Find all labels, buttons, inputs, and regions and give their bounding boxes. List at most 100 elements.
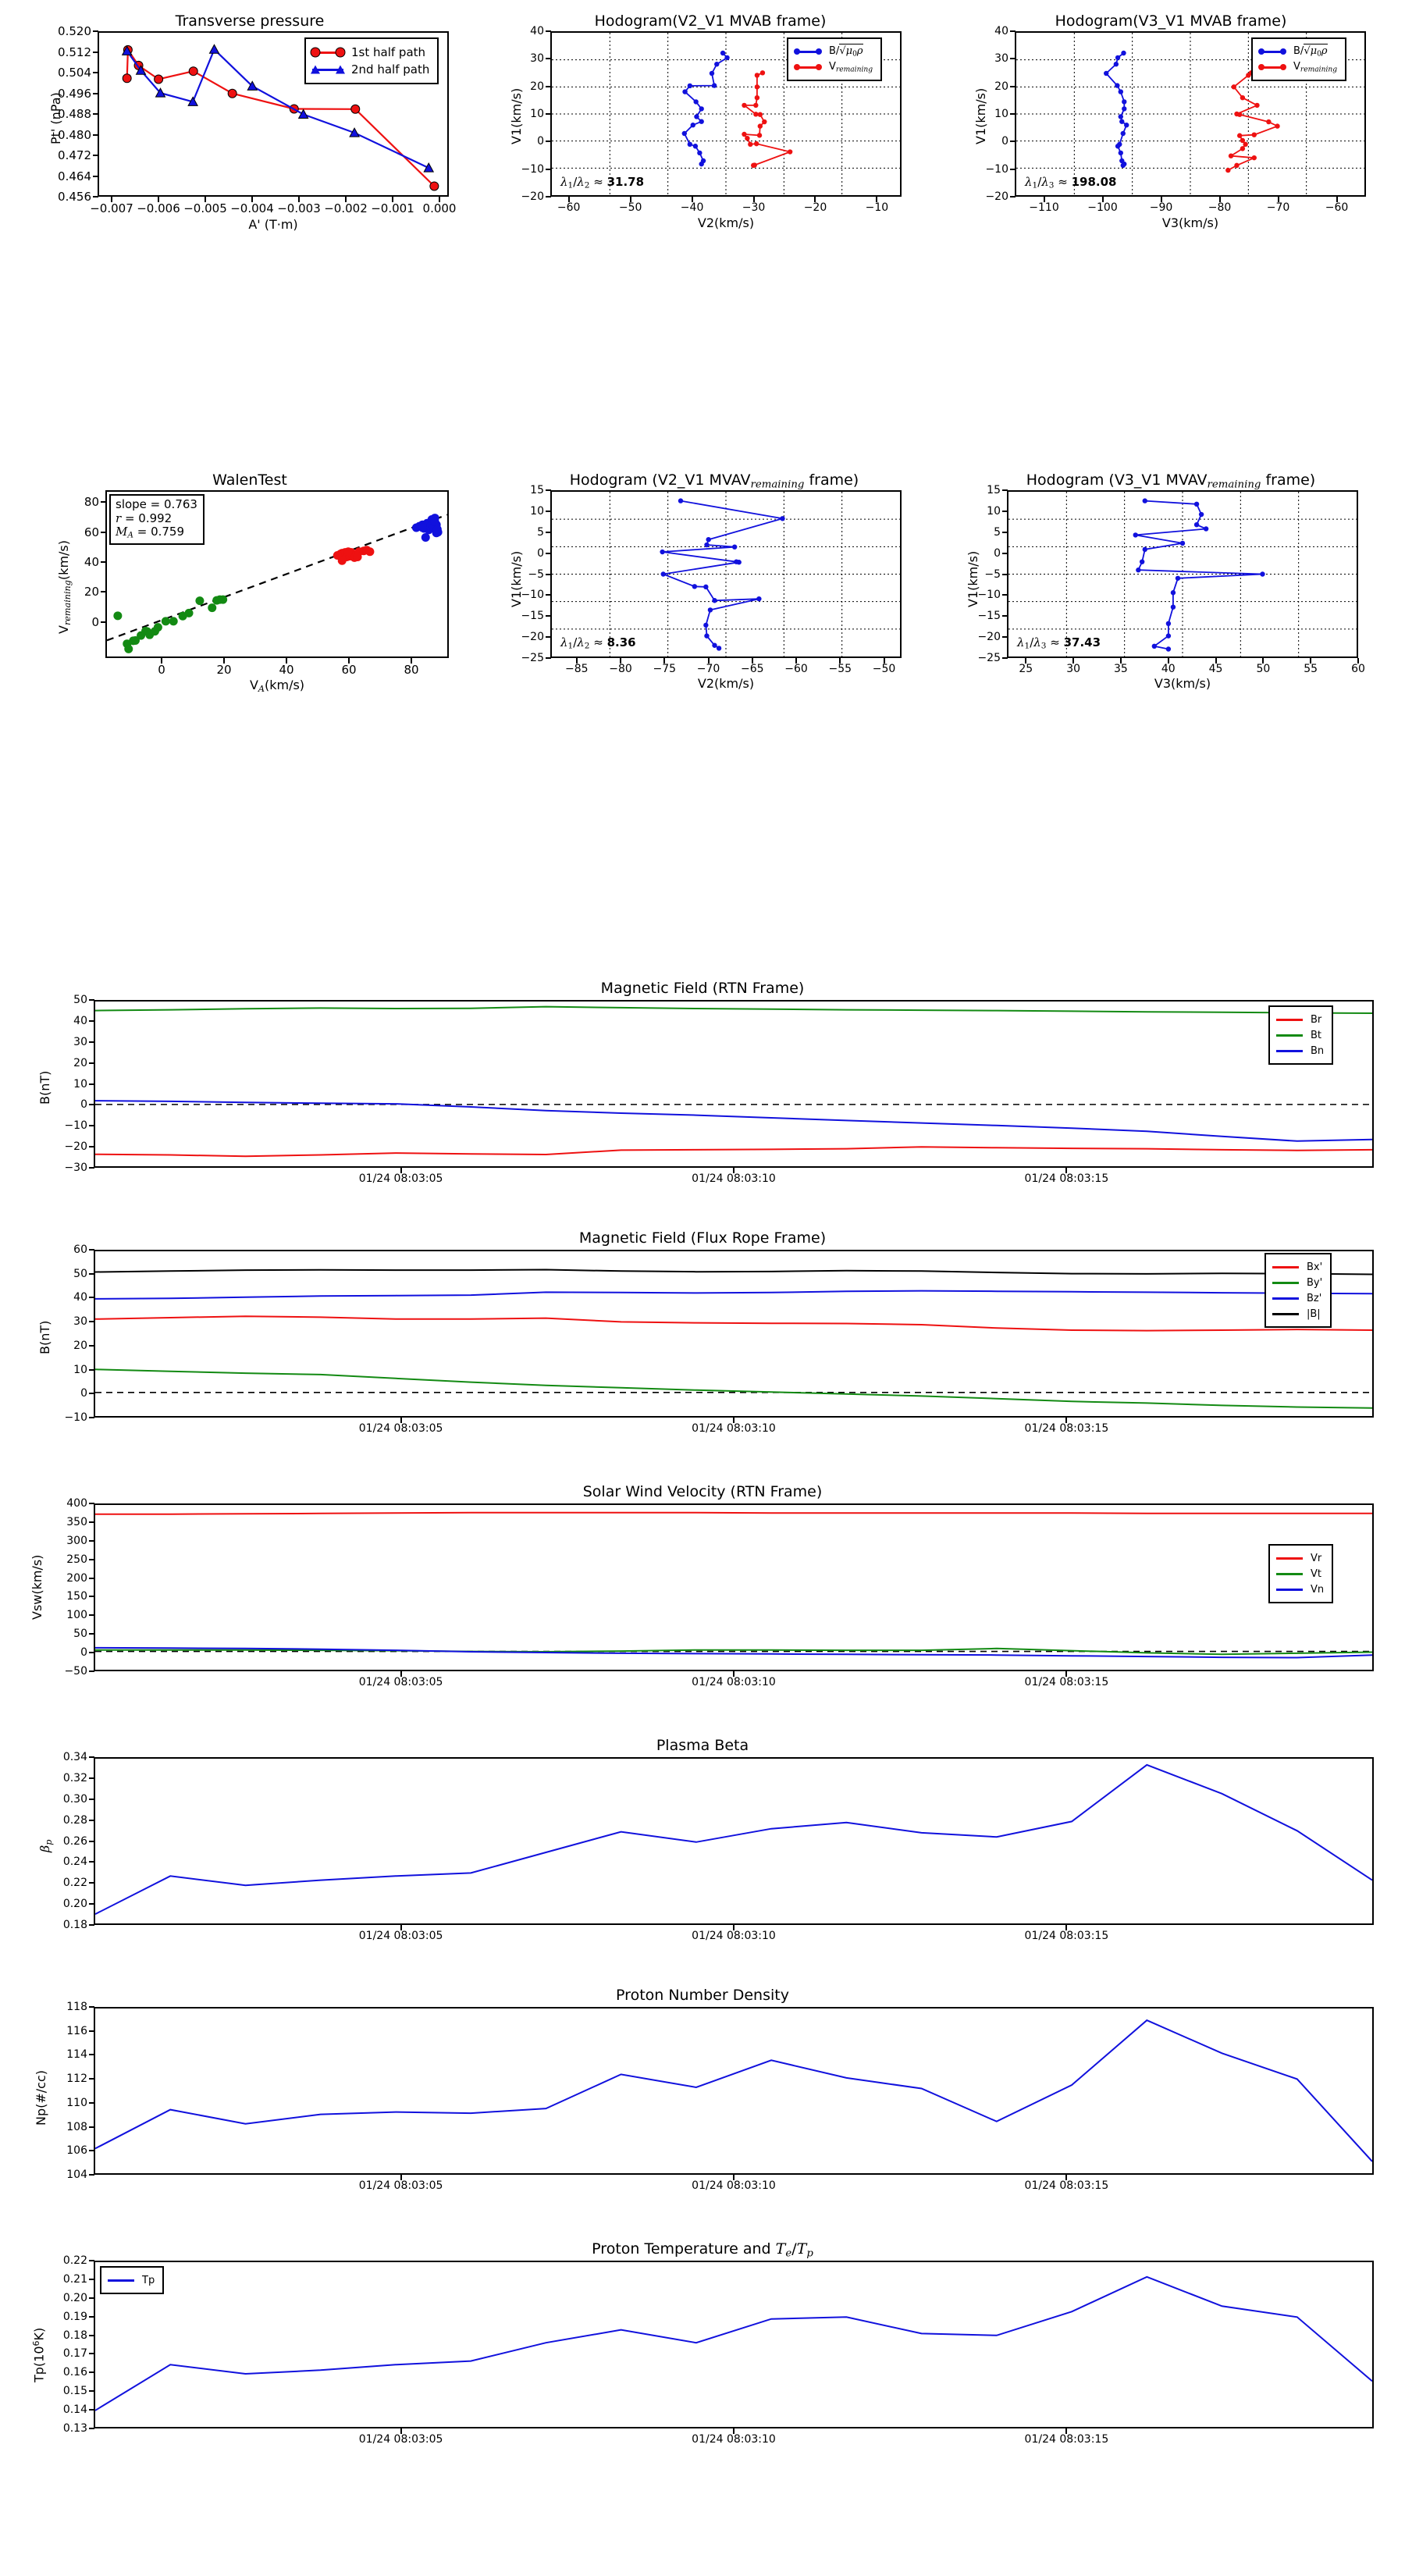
y-tick-label: 0.20: [62, 1898, 87, 1911]
y-tick-label: 30: [73, 1035, 87, 1048]
x-tick-label: 60: [341, 663, 357, 677]
x-tick-label: −50: [618, 201, 642, 214]
x-tick-label: −70: [696, 663, 720, 675]
y-tick-label: −20: [985, 190, 1008, 203]
y-tick-mark: [89, 2409, 94, 2411]
y-tick-mark: [89, 1756, 94, 1758]
x-tick-label: 80: [404, 663, 419, 677]
legend-item: B/√μ0ρ: [794, 43, 873, 59]
legend-item: Bt: [1276, 1027, 1324, 1043]
x-tick-label: 01/24 08:03:15: [1024, 1676, 1109, 1688]
y-tick-label: 100: [66, 1609, 87, 1622]
x-tick-mark: [1072, 658, 1075, 664]
x-tick-mark: [400, 2428, 402, 2434]
x-tick-label: −0.006: [137, 201, 180, 215]
legend-swatch-alfven: [1258, 48, 1286, 55]
legend-label-alfven: B/√μ0ρ: [1293, 43, 1328, 59]
panel-title: Hodogram(V2_V1 MVAB frame): [594, 12, 827, 30]
y-tick-mark: [1002, 489, 1008, 491]
x-tick-mark: [1119, 658, 1122, 664]
x-tick-mark: [691, 197, 693, 202]
x-tick-mark: [439, 197, 440, 202]
y-tick-mark: [101, 561, 106, 564]
legend-swatch-vremaining: [1258, 64, 1286, 70]
y-tick-label: 30: [530, 52, 544, 66]
legend: B/√μ0ρ Vremaining: [1251, 37, 1347, 81]
y-tick-label: 20: [84, 585, 99, 600]
y-tick-label: −15: [977, 610, 1001, 623]
eigenvalue-ratio-value: 198.08: [1071, 175, 1117, 189]
x-tick-mark: [629, 197, 631, 202]
y-tick-label: −10: [64, 1411, 87, 1424]
x-tick-label: −0.002: [324, 201, 368, 215]
x-tick-label: 01/24 08:03:05: [358, 1172, 443, 1185]
legend-swatch-vr: [1276, 1557, 1303, 1560]
plot-area: [94, 1503, 1374, 1671]
x-tick-mark: [1065, 2428, 1068, 2434]
y-tick-mark: [1002, 615, 1008, 617]
x-tick-label: 40: [1161, 663, 1176, 675]
plot-area: [94, 1250, 1374, 1418]
x-tick-mark: [1277, 197, 1279, 202]
y-tick-mark: [89, 1558, 94, 1560]
x-tick-label: −60: [557, 201, 581, 214]
x-tick-mark: [1101, 197, 1104, 202]
x-tick-mark: [814, 197, 816, 202]
y-tick-mark: [89, 1596, 94, 1598]
legend: Br Bt Bn: [1268, 1005, 1334, 1065]
y-tick-label: 0.488: [58, 107, 91, 121]
x-tick-mark: [1310, 658, 1312, 664]
y-tick-label: −25: [977, 652, 1001, 664]
y-tick-mark: [1010, 141, 1016, 143]
y-tick-label: 10: [987, 504, 1001, 518]
x-tick-label: −20: [803, 201, 827, 214]
plot-area: [1007, 490, 1358, 658]
y-tick-mark: [89, 1861, 94, 1863]
panel-hodogram-v3-v1-mvav: Hodogram (V3_V1 MVAVremaining frame) V1(…: [948, 468, 1393, 695]
y-tick-label: −5: [984, 568, 1001, 581]
legend-label: Bn: [1311, 1044, 1325, 1057]
y-tick-label: 0.17: [62, 2347, 87, 2361]
legend-label: By': [1307, 1276, 1323, 1289]
y-tick-mark: [93, 196, 98, 197]
y-tick-label: 0.13: [62, 2422, 87, 2435]
x-tick-label: −0.004: [230, 201, 274, 215]
y-tick-mark: [89, 1146, 94, 1148]
y-tick-label: 250: [66, 1553, 87, 1566]
x-tick-label: 01/24 08:03:15: [1024, 1172, 1109, 1185]
legend-swatch-by: [1272, 1281, 1299, 1284]
y-tick-label: 20: [73, 1339, 87, 1352]
x-tick-mark: [663, 658, 666, 664]
x-tick-mark: [400, 1925, 402, 1930]
y-tick-mark: [1002, 573, 1008, 575]
y-tick-mark: [89, 1903, 94, 1905]
y-tick-label: 20: [73, 1056, 87, 1069]
y-tick-label: 106: [66, 2144, 87, 2158]
y-tick-mark: [93, 30, 98, 32]
legend: Bx' By' Bz' |B|: [1264, 1253, 1332, 1328]
panel-walen-test: WalenTest Vremaining(km/s) VA(km/s) 80 60…: [31, 468, 468, 695]
y-tick-label: 10: [530, 108, 544, 120]
y-tick-label: −10: [64, 1119, 87, 1133]
y-tick-mark: [89, 1840, 94, 1842]
y-tick-mark: [89, 1297, 94, 1299]
stat-slope: slope = 0.763: [116, 497, 197, 511]
x-tick-label: −0.003: [277, 201, 321, 215]
x-tick-mark: [286, 658, 287, 664]
y-tick-label: 108: [66, 2120, 87, 2133]
y-tick-label: 0.512: [58, 44, 91, 59]
y-tick-mark: [101, 591, 106, 593]
x-tick-mark: [158, 197, 159, 202]
y-tick-label: −10: [985, 162, 1008, 176]
y-tick-mark: [89, 2174, 94, 2176]
x-axis-label: V2(km/s): [697, 215, 755, 230]
y-tick-mark: [1010, 113, 1016, 115]
eigenvalue-ratio-annotation: λ1/λ3 ≈ 37.43: [1017, 635, 1101, 651]
y-tick-label: 0: [537, 135, 544, 148]
y-tick-mark: [546, 657, 551, 659]
y-tick-mark: [89, 999, 94, 1001]
y-tick-mark: [89, 2126, 94, 2128]
y-tick-label: 5: [994, 525, 1001, 539]
y-tick-mark: [89, 1819, 94, 1821]
y-tick-label: 116: [66, 2024, 87, 2037]
